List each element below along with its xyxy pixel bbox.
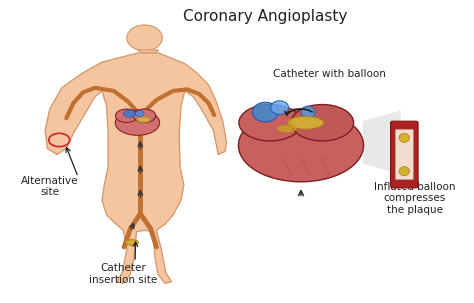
Text: Catheter
insertion site: Catheter insertion site xyxy=(89,263,157,285)
Polygon shape xyxy=(45,53,227,283)
FancyBboxPatch shape xyxy=(391,121,418,188)
Ellipse shape xyxy=(125,240,138,245)
Polygon shape xyxy=(363,111,401,174)
Ellipse shape xyxy=(134,109,155,122)
Text: Catheter with balloon: Catheter with balloon xyxy=(273,69,385,79)
Polygon shape xyxy=(137,50,159,53)
Ellipse shape xyxy=(271,101,289,114)
Ellipse shape xyxy=(252,102,279,122)
Ellipse shape xyxy=(137,117,151,122)
Ellipse shape xyxy=(291,105,354,141)
Ellipse shape xyxy=(399,133,410,142)
Text: Coronary Angioplasty: Coronary Angioplasty xyxy=(183,9,347,24)
Ellipse shape xyxy=(288,116,323,129)
Ellipse shape xyxy=(115,110,160,135)
Ellipse shape xyxy=(127,25,162,51)
Ellipse shape xyxy=(239,105,301,141)
Ellipse shape xyxy=(123,110,136,117)
Text: Alternative
site: Alternative site xyxy=(21,175,79,197)
Ellipse shape xyxy=(399,167,410,176)
Ellipse shape xyxy=(136,111,144,117)
FancyBboxPatch shape xyxy=(395,129,413,180)
Ellipse shape xyxy=(301,106,315,118)
Text: Inflated balloon
compresses
the plaque: Inflated balloon compresses the plaque xyxy=(374,182,456,215)
Ellipse shape xyxy=(277,125,296,132)
Ellipse shape xyxy=(116,109,137,122)
Ellipse shape xyxy=(238,109,364,182)
